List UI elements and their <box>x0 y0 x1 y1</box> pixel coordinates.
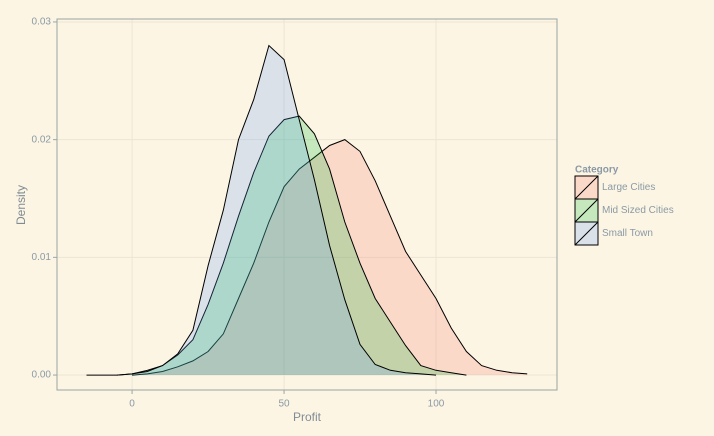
legend-label: Large Cities <box>602 182 655 193</box>
legend-label: Mid Sized Cities <box>602 205 674 216</box>
panel-border <box>56 18 558 391</box>
legend-label: Small Town <box>602 228 653 239</box>
legend-title: Category <box>575 165 619 176</box>
x-tick-label: 0 <box>129 399 135 410</box>
y-tick-label: 0.00 <box>32 370 52 381</box>
density-line <box>116 115 467 376</box>
density-fill <box>116 116 467 376</box>
density-fill <box>86 45 436 376</box>
x-tick-label: 100 <box>428 399 445 410</box>
y-tick-label: 0.02 <box>32 134 52 145</box>
x-tick-label: 50 <box>278 399 290 410</box>
y-tick-label: 0.01 <box>32 252 52 263</box>
density-fill <box>132 139 528 376</box>
y-tick-label: 0.03 <box>32 17 52 28</box>
x-axis-title: Profit <box>293 410 322 424</box>
legend-key-line <box>574 221 599 246</box>
density-line <box>132 139 528 376</box>
density-line <box>86 44 437 376</box>
y-axis-title: Density <box>14 185 28 225</box>
legend-key-line <box>574 175 599 200</box>
legend-key-line <box>574 198 599 223</box>
